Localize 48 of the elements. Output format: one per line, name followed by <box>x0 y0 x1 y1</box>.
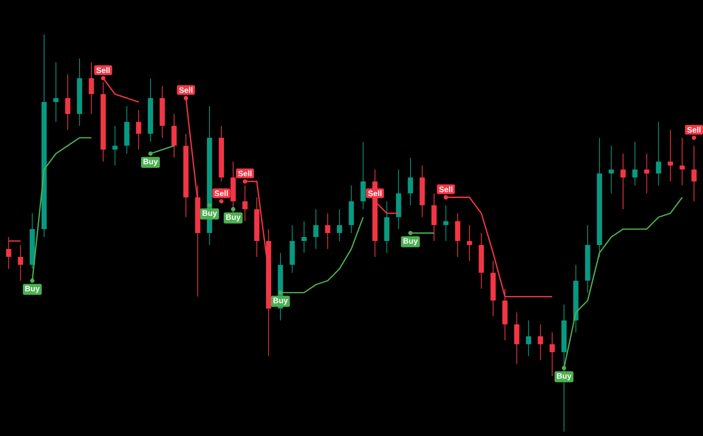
candlestick <box>644 153 650 194</box>
candlestick <box>466 224 472 262</box>
candlestick <box>550 332 555 376</box>
point <box>148 151 153 156</box>
candlestick <box>65 74 70 130</box>
candlestick <box>608 145 614 194</box>
candlestick <box>538 324 543 360</box>
candlestick <box>455 212 460 258</box>
point <box>278 290 283 295</box>
point <box>101 76 106 80</box>
point <box>207 202 212 208</box>
candlestick <box>514 312 520 364</box>
candlestick <box>18 244 24 281</box>
candlestick <box>242 184 248 222</box>
candlestick <box>526 320 532 356</box>
candlestick <box>632 141 638 186</box>
point <box>562 366 566 370</box>
candlestick <box>408 157 414 206</box>
point <box>692 135 696 140</box>
candlestick <box>124 105 130 154</box>
point <box>408 230 413 236</box>
candlestick <box>431 192 437 242</box>
candlestick <box>53 62 59 122</box>
point <box>242 179 248 184</box>
candlestick <box>348 184 354 234</box>
candlestick <box>325 212 330 250</box>
candlestick <box>301 220 307 254</box>
candlestick <box>680 137 685 186</box>
candlestick <box>396 168 402 230</box>
candlestick <box>691 145 697 202</box>
point <box>444 194 448 200</box>
candlestick <box>171 113 177 158</box>
candlestick <box>336 208 342 242</box>
point <box>230 206 236 212</box>
candlestick <box>656 121 662 186</box>
point <box>219 198 224 204</box>
candlestick <box>360 141 366 210</box>
candlestick <box>290 224 295 273</box>
point <box>184 96 188 100</box>
candlestick <box>620 153 626 210</box>
candlestick <box>313 208 318 250</box>
candlestick <box>384 200 390 254</box>
candlestick <box>112 125 118 166</box>
candlestick <box>136 109 142 150</box>
candlestick <box>443 204 448 242</box>
candlestick <box>668 129 673 182</box>
point <box>30 278 34 283</box>
candlestick <box>88 62 94 114</box>
